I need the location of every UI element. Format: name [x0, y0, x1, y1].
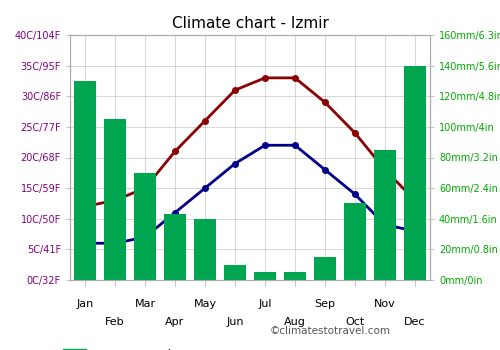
- Bar: [284, 272, 306, 280]
- Text: Feb: Feb: [105, 317, 125, 327]
- Text: Dec: Dec: [404, 317, 426, 327]
- Bar: [134, 173, 156, 280]
- Text: Jan: Jan: [76, 299, 94, 309]
- Bar: [104, 119, 126, 280]
- Text: Nov: Nov: [374, 299, 396, 309]
- Bar: [404, 66, 426, 280]
- Text: Jun: Jun: [226, 317, 244, 327]
- Bar: [74, 81, 96, 280]
- Text: Sep: Sep: [314, 299, 336, 309]
- Text: Jul: Jul: [258, 299, 272, 309]
- Text: ©climatestotravel.com: ©climatestotravel.com: [270, 326, 391, 336]
- Text: Apr: Apr: [166, 317, 184, 327]
- Bar: [344, 203, 366, 280]
- Legend: Prec, Min, Max: Prec, Min, Max: [58, 344, 250, 350]
- Bar: [194, 219, 216, 280]
- Text: Aug: Aug: [284, 317, 306, 327]
- Text: Oct: Oct: [346, 317, 364, 327]
- Title: Climate chart - Izmir: Climate chart - Izmir: [172, 16, 328, 31]
- Text: Mar: Mar: [134, 299, 156, 309]
- Bar: [224, 265, 246, 280]
- Bar: [374, 150, 396, 280]
- Bar: [164, 214, 186, 280]
- Bar: [314, 257, 336, 280]
- Bar: [254, 272, 276, 280]
- Text: May: May: [194, 299, 216, 309]
